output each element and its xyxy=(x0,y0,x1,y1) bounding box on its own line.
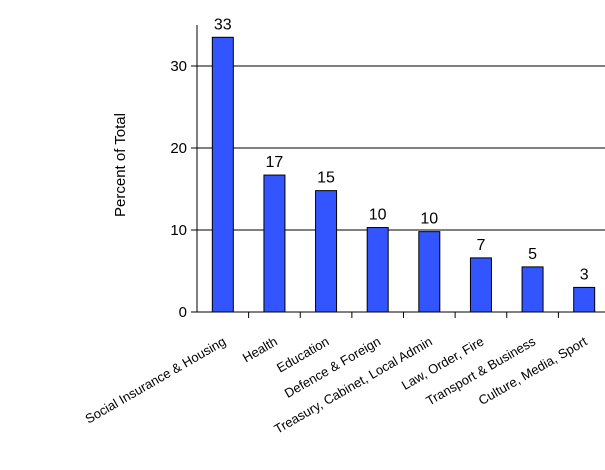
bar xyxy=(263,174,286,313)
y-axis-title: Percent of Total xyxy=(112,113,129,217)
y-tick-label: 20 xyxy=(170,140,187,157)
x-tick-label: Health xyxy=(240,334,280,366)
data-label: 10 xyxy=(420,211,438,228)
data-label: 5 xyxy=(528,246,537,263)
data-labels: 33 17 15 10 10 7 5 3 xyxy=(214,16,589,283)
bar xyxy=(521,266,544,313)
data-label: 10 xyxy=(369,207,387,224)
data-label: 17 xyxy=(266,154,284,171)
data-label: 15 xyxy=(317,170,335,187)
bar xyxy=(366,227,389,313)
y-tick-label: 0 xyxy=(179,304,187,321)
bar xyxy=(418,231,441,313)
bars xyxy=(211,36,596,313)
x-tick-label: Social Insurance & Housing xyxy=(83,334,229,427)
data-label: 3 xyxy=(580,266,589,283)
bar xyxy=(573,286,596,313)
bar xyxy=(211,36,234,313)
gridlines xyxy=(197,65,605,231)
bar xyxy=(469,257,492,313)
x-tick-labels: Social Insurance & Housing HealthEducatio… xyxy=(83,333,591,436)
data-label: 7 xyxy=(476,237,485,254)
y-tick-label: 10 xyxy=(170,222,187,239)
axes xyxy=(191,25,605,318)
data-label: 33 xyxy=(214,16,232,33)
y-tick-label: 30 xyxy=(170,58,187,75)
y-tick-labels: 0 10 20 30 xyxy=(170,58,187,321)
bar xyxy=(315,190,338,313)
